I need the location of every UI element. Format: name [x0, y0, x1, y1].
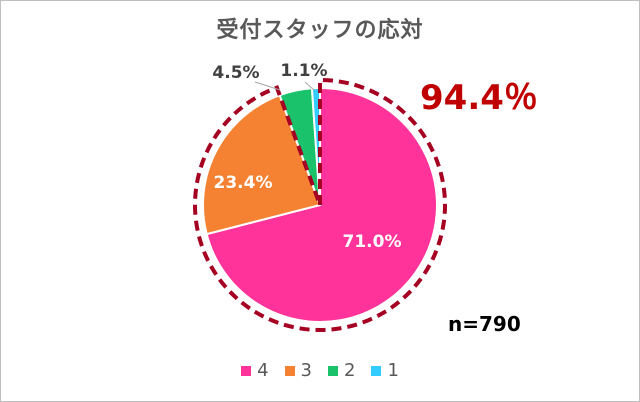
data-label-2: 4.5% — [212, 63, 259, 83]
data-label-3: 23.4% — [214, 173, 273, 193]
legend-swatch-3 — [284, 365, 295, 376]
leader-line-2 — [304, 81, 315, 91]
sample-size-label: n=790 — [448, 312, 521, 336]
legend-label-4: 4 — [257, 360, 269, 381]
legend-item-4: 4 — [241, 360, 269, 381]
chart-title: 受付スタッフの応対 — [216, 18, 424, 43]
legend-label-3: 3 — [300, 360, 312, 381]
highlight-outline — [193, 77, 447, 332]
legend-swatch-1 — [371, 365, 382, 376]
legend-label-2: 2 — [344, 360, 356, 381]
leader-line-1 — [254, 81, 281, 91]
legend-swatch-2 — [328, 365, 338, 376]
legend-label-1: 1 — [387, 360, 399, 381]
highlight-total-label: 94.4％ — [420, 78, 538, 118]
legend-item-2: 2 — [328, 360, 355, 381]
data-label-1: 1.1% — [280, 61, 327, 81]
pie-slice-3 — [202, 93, 322, 236]
legend: 4 3 2 1 — [0, 360, 640, 381]
data-label-4: 71.0% — [343, 232, 402, 252]
legend-swatch-4 — [241, 365, 252, 376]
legend-item-1: 1 — [371, 360, 399, 381]
legend-item-3: 3 — [284, 360, 312, 381]
